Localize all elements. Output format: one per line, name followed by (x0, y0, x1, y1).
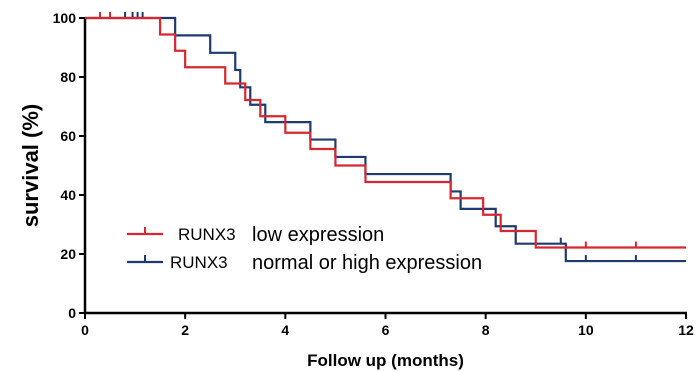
x-axis-title: Follow up (months) (307, 351, 464, 370)
x-tick-label: 4 (281, 322, 289, 338)
legend: RUNX3 low expression RUNX3 normal or hig… (127, 224, 482, 274)
x-tick-label: 10 (578, 322, 594, 338)
x-tick-label: 2 (181, 322, 189, 338)
x-tick-label: 6 (382, 322, 390, 338)
x-tick-label: 0 (81, 322, 89, 338)
x-tick-label: 12 (678, 322, 694, 338)
y-tick-label: 80 (60, 69, 76, 85)
series-layer (85, 12, 686, 263)
axes: 0 20 40 60 80 100 0 2 4 6 8 10 12 (53, 10, 694, 338)
legend-desc-normal-high-expression: normal or high expression (252, 252, 482, 274)
legend-desc-low-expression: low expression (252, 224, 384, 246)
y-axis-title: survival (%) (18, 104, 43, 228)
y-tick-label: 20 (60, 246, 76, 262)
x-tick-label: 8 (482, 322, 490, 338)
y-tick-label: 40 (60, 187, 76, 203)
legend-label-low-expression: RUNX3 (178, 225, 236, 244)
survival-curve-0 (85, 16, 686, 249)
y-tick-label: 0 (68, 305, 76, 321)
y-tick-label: 100 (53, 10, 77, 26)
legend-label-normal-high-expression: RUNX3 (170, 253, 228, 272)
y-tick-label: 60 (60, 128, 76, 144)
survival-curve-1 (85, 16, 686, 263)
